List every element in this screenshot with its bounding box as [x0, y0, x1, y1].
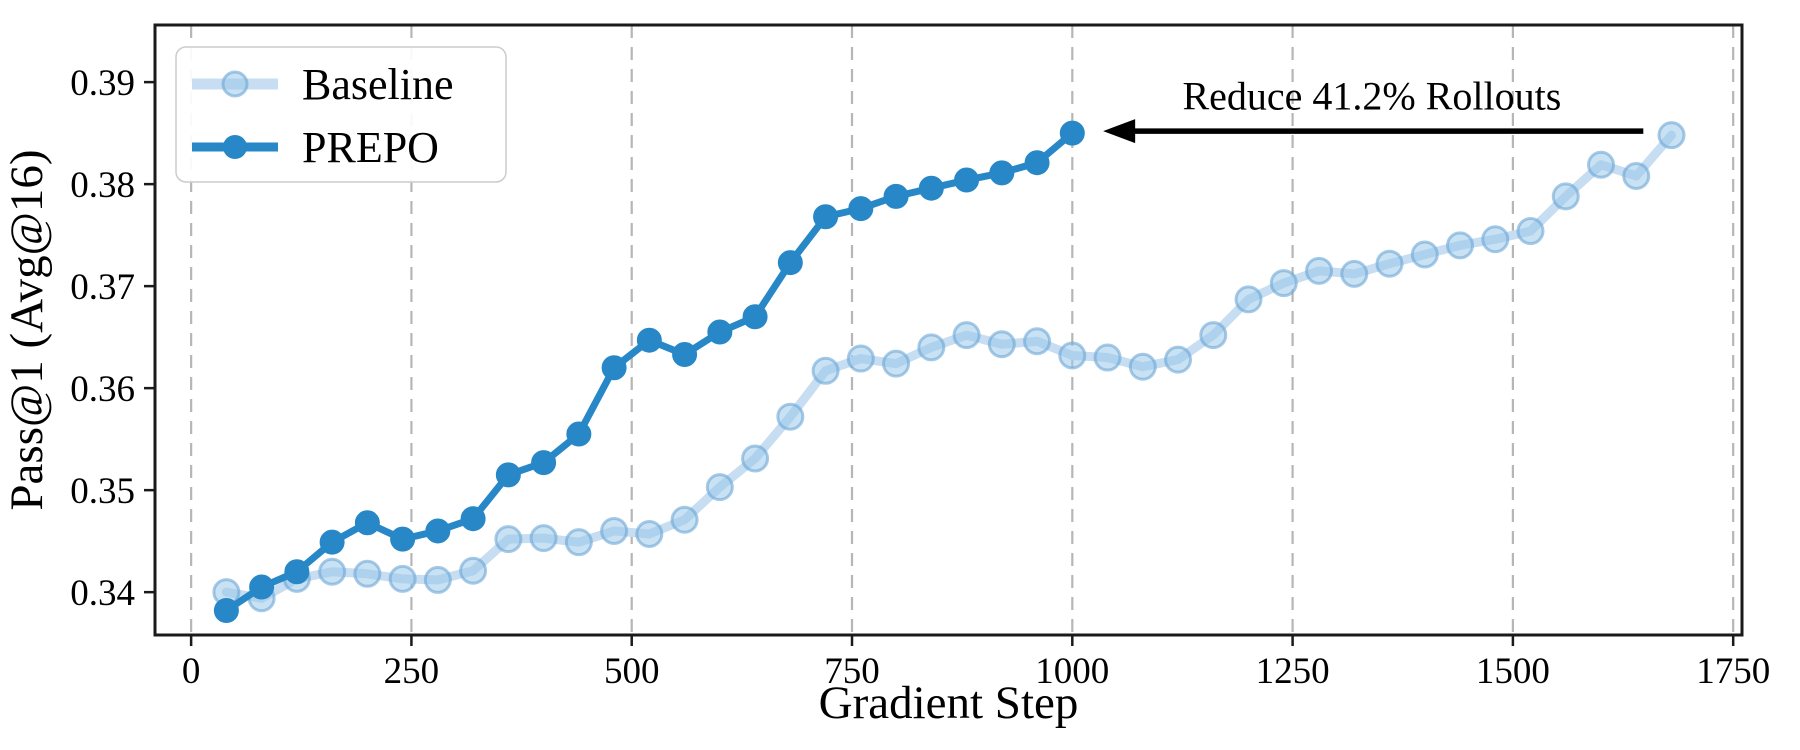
data-point: [529, 524, 558, 553]
data-point: [1305, 256, 1334, 285]
data-point: [1164, 345, 1193, 374]
data-point: [566, 421, 592, 447]
annotation: Reduce 41.2% Rollouts: [1103, 73, 1644, 144]
data-point: [1199, 321, 1228, 350]
legend-swatch-marker: [221, 70, 249, 98]
y-axis: 0.34 0.35 0.36 0.37 0.38 0.39: [70, 63, 155, 614]
data-point: [495, 462, 521, 488]
data-point: [848, 196, 874, 222]
data-point: [741, 444, 770, 473]
series-prepo: [213, 120, 1085, 624]
data-point: [459, 556, 488, 585]
data-point: [777, 250, 803, 276]
data-point: [531, 450, 557, 476]
x-tick-label: 0: [182, 651, 201, 692]
x-tick-label: 750: [824, 651, 880, 692]
x-axis-label: Gradient Step: [819, 677, 1079, 729]
data-point: [1622, 161, 1651, 190]
y-axis-label: Pass@1 (Avg@16): [1, 149, 53, 510]
data-point: [249, 574, 275, 600]
data-point: [811, 356, 840, 385]
y-tick-label: 0.34: [70, 573, 135, 614]
data-point: [742, 304, 768, 330]
data-point: [987, 330, 1016, 359]
data-point: [1059, 120, 1085, 146]
x-tick-label: 500: [604, 651, 660, 692]
data-point: [1375, 249, 1404, 278]
data-point: [952, 321, 981, 350]
legend-label: Baseline: [302, 60, 454, 109]
data-point: [354, 510, 380, 536]
data-point: [635, 520, 664, 549]
data-point: [670, 505, 699, 534]
y-tick-label: 0.35: [70, 471, 135, 512]
data-point: [388, 564, 417, 593]
data-point: [494, 525, 523, 554]
data-point: [1024, 150, 1050, 176]
legend-label: PREPO: [302, 123, 439, 172]
x-tick-label: 1000: [1035, 651, 1109, 692]
data-point: [1340, 259, 1369, 288]
data-point: [284, 559, 310, 585]
legend-item-baseline: Baseline: [192, 60, 454, 109]
data-point: [883, 183, 909, 209]
x-axis: 0 250 500 750 1000 1250 1500 1750: [182, 635, 1770, 692]
data-point: [917, 333, 946, 362]
y-tick-label: 0.38: [70, 165, 135, 206]
data-point: [353, 559, 382, 588]
series-baseline: [212, 121, 1686, 613]
data-point: [1058, 341, 1087, 370]
data-point: [425, 518, 451, 544]
data-point: [1446, 231, 1475, 260]
annotation-text: Reduce 41.2% Rollouts: [1182, 73, 1561, 118]
data-point: [318, 557, 347, 586]
data-point: [1269, 269, 1298, 298]
legend-swatch-marker: [223, 135, 247, 159]
y-tick-label: 0.36: [70, 369, 135, 410]
data-point: [672, 341, 698, 367]
data-point: [1234, 285, 1263, 314]
data-point: [1093, 343, 1122, 372]
data-point: [846, 344, 875, 373]
y-tick-label: 0.39: [70, 63, 135, 104]
data-point: [882, 349, 911, 378]
data-point: [600, 516, 629, 545]
legend: Baseline PREPO: [175, 46, 507, 183]
plot-border: [153, 23, 1744, 637]
data-point: [1551, 182, 1580, 211]
legend-item-prepo: PREPO: [192, 123, 439, 172]
data-point: [776, 402, 805, 431]
data-point: [813, 204, 839, 230]
x-tick-label: 250: [384, 651, 440, 692]
data-point: [1657, 121, 1686, 150]
x-tick-label: 1750: [1696, 651, 1770, 692]
data-point: [1587, 150, 1616, 179]
data-point: [707, 319, 733, 345]
data-point: [601, 355, 627, 381]
annotation-arrow-head: [1103, 119, 1136, 144]
x-tick-label: 1250: [1256, 651, 1330, 692]
data-point: [989, 160, 1015, 186]
data-point: [705, 473, 734, 502]
data-point: [918, 175, 944, 201]
data-point: [1410, 240, 1439, 269]
x-tick-label: 1500: [1476, 651, 1550, 692]
data-point: [954, 167, 980, 193]
data-point: [1481, 225, 1510, 254]
y-tick-label: 0.37: [70, 267, 135, 308]
data-point: [213, 598, 239, 624]
data-point: [1128, 352, 1157, 381]
data-point: [390, 526, 416, 552]
data-point: [460, 506, 486, 532]
data-point: [1023, 327, 1052, 356]
data-point: [636, 327, 662, 353]
data-point: [564, 528, 593, 557]
data-point: [319, 529, 345, 555]
data-point: [1516, 217, 1545, 246]
data-point: [423, 565, 452, 594]
